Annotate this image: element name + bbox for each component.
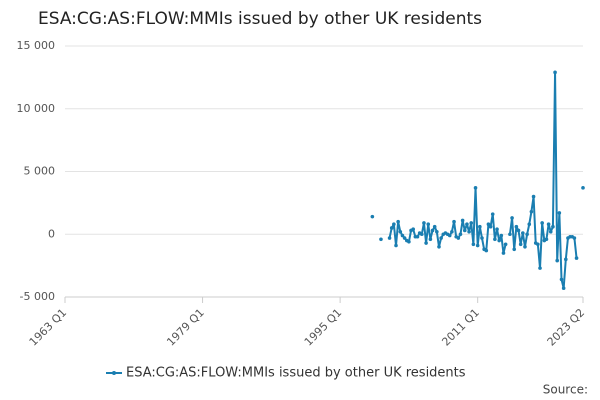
data-point: [389, 226, 394, 230]
data-point: [460, 218, 465, 223]
data-point: [574, 256, 579, 260]
data-point: [432, 224, 437, 229]
data-point: [456, 236, 461, 240]
data-point: [555, 258, 560, 263]
data-point: [546, 222, 551, 227]
x-tick-label: 2023 Q2: [545, 306, 588, 349]
data-point: [514, 224, 519, 229]
data-point: [510, 216, 514, 220]
data-point: [387, 236, 392, 240]
series-line: [508, 71, 578, 290]
data-point: [512, 247, 517, 252]
data-point: [430, 228, 435, 233]
data-point: [465, 222, 469, 227]
data-point: [400, 233, 405, 238]
data-point: [508, 232, 512, 237]
data-point: [402, 236, 407, 240]
data-point: [469, 221, 474, 225]
data-point: [467, 229, 471, 234]
data-point: [525, 232, 529, 237]
data-point: [398, 229, 403, 234]
data-point: [551, 224, 555, 229]
series-line: [388, 186, 507, 255]
data-point: [529, 209, 534, 214]
x-tick-label: 1995 Q1: [302, 306, 345, 349]
legend-marker: [112, 371, 116, 375]
chart-title: ESA:CG:AS:FLOW:MMIs issued by other UK r…: [38, 9, 482, 29]
y-tick-label: 10 000: [17, 102, 56, 115]
data-point: [548, 229, 553, 234]
data-point: [527, 222, 532, 227]
data-point: [544, 237, 549, 242]
data-point: [523, 245, 527, 249]
data-point: [447, 233, 452, 238]
x-tick-label: 2011 Q1: [439, 306, 482, 349]
legend-label: ESA:CG:AS:FLOW:MMIs issued by other UK r…: [126, 366, 466, 381]
data-point: [392, 222, 396, 227]
data-point: [475, 243, 480, 248]
data-point: [564, 257, 568, 262]
data-point: [419, 232, 424, 237]
data-point: [471, 242, 476, 247]
data-point: [531, 194, 536, 199]
data-point: [553, 70, 557, 75]
data-point: [561, 286, 566, 291]
data-point: [521, 231, 525, 235]
y-tick-label: -5 000: [20, 290, 55, 303]
data-point: [452, 219, 456, 224]
data-point: [493, 237, 497, 242]
data-point: [480, 236, 484, 240]
data-point: [572, 236, 577, 240]
data-point: [424, 241, 428, 245]
data-point: [559, 277, 564, 282]
data-point: [497, 238, 501, 243]
y-tick-label: 15 000: [17, 39, 56, 52]
data-point: [379, 237, 383, 242]
data-point: [503, 242, 508, 247]
data-point: [499, 233, 504, 238]
data-point: [435, 229, 439, 234]
data-point: [407, 239, 411, 244]
data-point: [394, 243, 398, 248]
data-point: [370, 214, 375, 219]
data-point: [478, 224, 482, 229]
data-point: [439, 236, 443, 240]
y-tick-label: 0: [48, 227, 55, 240]
data-point: [450, 229, 454, 234]
data-point: [490, 212, 495, 216]
data-point: [437, 245, 441, 249]
y-tick-label: 5 000: [24, 165, 56, 178]
data-point: [540, 221, 544, 225]
data-point: [428, 237, 433, 242]
data-point: [501, 251, 506, 255]
data-point: [486, 222, 491, 227]
data-point: [426, 222, 431, 227]
data-point: [488, 224, 493, 229]
data-point: [415, 234, 420, 239]
data-point: [581, 186, 585, 190]
data-point: [422, 221, 426, 225]
data-point: [484, 248, 489, 253]
data-point: [473, 186, 478, 190]
data-point: [557, 211, 562, 215]
x-tick-label: 1963 Q1: [27, 306, 70, 349]
data-point: [495, 227, 499, 232]
source: Source:: [543, 383, 588, 397]
data-point: [458, 232, 463, 237]
data-point: [518, 242, 523, 247]
data-point: [462, 228, 467, 233]
data-point: [516, 228, 521, 233]
data-point: [396, 219, 400, 224]
data-point: [411, 227, 415, 232]
data-point: [538, 266, 542, 270]
data-point: [536, 242, 540, 247]
x-tick-label: 1979 Q1: [164, 306, 207, 349]
